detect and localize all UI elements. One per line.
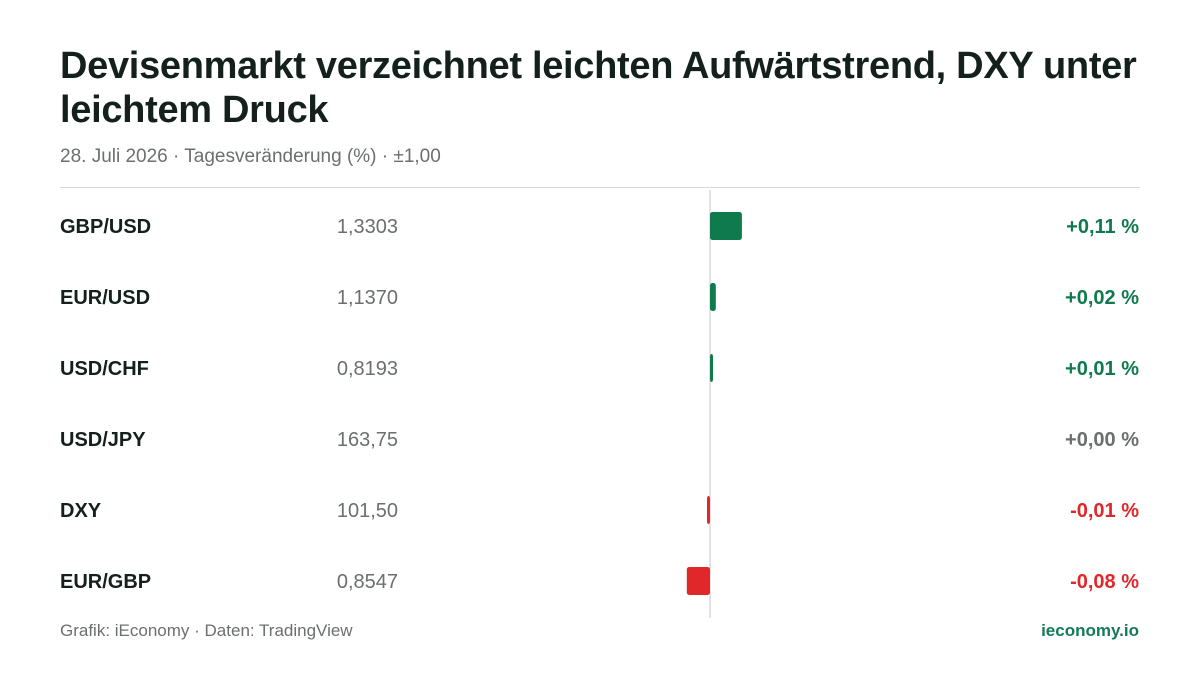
chart-title: Devisenmarkt verzeichnet leichten Aufwär…: [60, 45, 1137, 131]
bar: [686, 567, 710, 595]
value-label: +0,11 %: [1066, 216, 1139, 238]
value-label: +0,00 %: [1065, 429, 1139, 451]
category-label: GBP/USD: [60, 216, 151, 238]
category-label: USD/CHF: [60, 358, 149, 380]
price-label: 1,3303: [337, 216, 398, 238]
chart-subtitle: 28. Juli 2026 · Tagesveränderung (%) · ±…: [60, 146, 441, 167]
header-divider: [60, 187, 1140, 188]
fx-bar-chart: GBP/USD 1,3303 +0,11 % EUR/USD 1,1370 +0,02 %…: [60, 190, 1139, 618]
category-label: USD/JPY: [60, 429, 146, 451]
price-label: 1,1370: [337, 287, 398, 309]
bar: [710, 283, 716, 311]
price-label: 101,50: [337, 500, 398, 522]
brand-link[interactable]: ieconomy.io: [1041, 621, 1139, 640]
bar: [710, 354, 713, 382]
value-label: +0,01 %: [1065, 358, 1139, 380]
value-label: -0,01 %: [1070, 500, 1139, 522]
price-label: 0,8193: [337, 358, 398, 380]
category-label: EUR/USD: [60, 287, 150, 309]
bar: [707, 496, 710, 524]
value-label: +0,02 %: [1065, 287, 1139, 309]
price-label: 163,75: [337, 429, 398, 451]
category-label: EUR/GBP: [60, 571, 151, 593]
value-label: -0,08 %: [1070, 571, 1139, 593]
category-label: DXY: [60, 500, 102, 522]
source-note: Grafik: iEconomy · Daten: TradingView: [60, 621, 353, 640]
price-label: 0,8547: [337, 571, 398, 593]
bar: [710, 212, 742, 240]
